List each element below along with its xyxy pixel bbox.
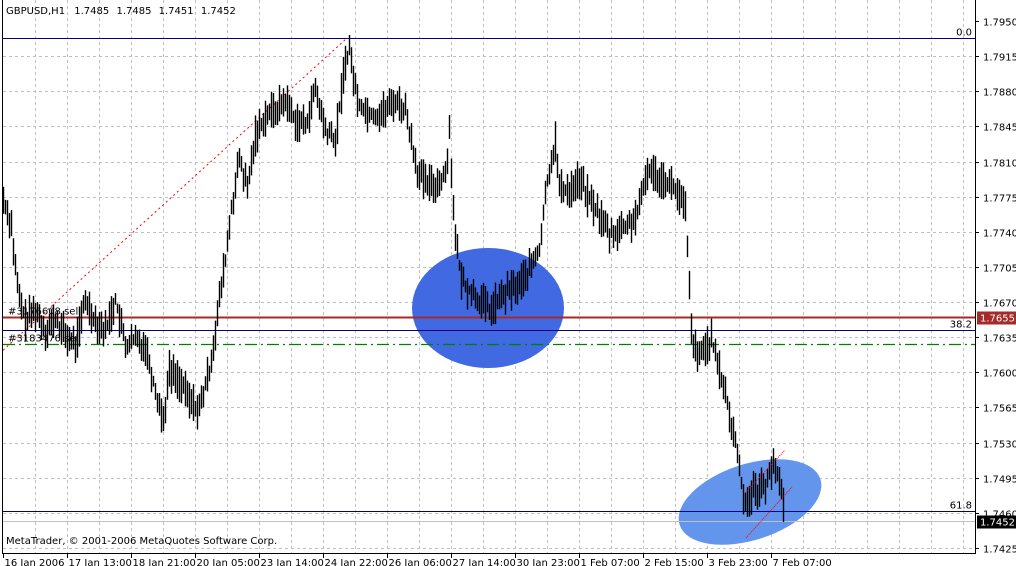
price-tick-label: 1.7460	[983, 510, 1016, 521]
price-tick-label: 1.7880	[983, 88, 1016, 99]
symbol-label: GBPUSD,H1	[6, 6, 65, 17]
price-tick-label: 1.7845	[983, 123, 1016, 134]
time-tick-label: 3 Feb 23:00	[709, 558, 768, 566]
grid	[3, 0, 975, 553]
channel-lines[interactable]	[743, 449, 793, 539]
price-tick-label: 1.7775	[983, 194, 1016, 205]
time-tick-label: 17 Jan 13:00	[69, 558, 132, 566]
fibo-level-label: 61.8	[950, 501, 972, 512]
close-value: 1.7452	[201, 6, 236, 17]
time-tick-label: 16 Jan 2006	[5, 558, 65, 566]
low-value: 1.7451	[159, 6, 194, 17]
channel-lower-line[interactable]	[745, 486, 793, 539]
order-label-1: #3176608 sell	[8, 307, 81, 318]
order-label-2: #3183476 sell	[8, 334, 81, 345]
time-tick-label: 30 Jan 23:00	[517, 558, 580, 566]
fibo-level-label: 0.0	[956, 28, 972, 39]
high-value: 1.7485	[116, 6, 151, 17]
price-tick-label: 1.7635	[983, 334, 1016, 345]
price-tick-label: 1.7810	[983, 159, 1016, 170]
price-tick-label: 1.7705	[983, 264, 1016, 275]
price-tick-label: 1.7600	[983, 369, 1016, 380]
time-tick-label: 27 Jan 14:00	[453, 558, 516, 566]
level-labels: 0.0 38.2 61.8 #3176608 sell #3183476 sell	[8, 28, 972, 512]
chart-header: GBPUSD,H1 1.7485 1.7485 1.7451 1.7452	[6, 6, 236, 17]
price-axis: 1.7950 1.7915 1.7880 1.7845 1.7810 1.7775 1.77…	[975, 18, 1016, 556]
time-tick-label: 2 Feb 15:00	[645, 558, 704, 566]
copyright-text: MetaTrader, © 2001-2006 MetaQuotes Softw…	[6, 536, 277, 547]
fibo-level-label: 38.2	[950, 320, 972, 331]
price-tick-label: 1.7740	[983, 229, 1016, 240]
price-tick-label: 1.7495	[983, 475, 1016, 486]
time-tick-label: 1 Feb 07:00	[581, 558, 640, 566]
time-tick-label: 7 Feb 07:00	[773, 558, 832, 566]
order-price-tag: 1.7655	[980, 314, 1015, 325]
open-value: 1.7485	[74, 6, 109, 17]
price-tick-label: 1.7670	[983, 299, 1016, 310]
time-tick-label: 18 Jan 21:00	[133, 558, 196, 566]
price-tick-label: 1.7915	[983, 53, 1016, 64]
price-tick-label: 1.7530	[983, 440, 1016, 451]
price-tick-label: 1.7425	[983, 545, 1016, 556]
time-tick-label: 23 Jan 14:00	[261, 558, 324, 566]
price-tick-label: 1.7950	[983, 18, 1016, 29]
price-bars	[2, 34, 785, 522]
time-tick-label: 24 Jan 22:00	[325, 558, 388, 566]
time-tick-label: 20 Jan 05:00	[197, 558, 260, 566]
time-axis: 16 Jan 2006 17 Jan 13:00 18 Jan 21:00 20 Ja…	[3, 553, 832, 566]
trend-line[interactable]	[2, 37, 348, 351]
price-tick-label: 1.7565	[983, 404, 1016, 415]
bid-price-tag-box	[977, 515, 1016, 529]
bid-price-tag: 1.7452	[980, 518, 1015, 529]
time-tick-label: 26 Jan 06:00	[389, 558, 452, 566]
channel-upper-line[interactable]	[743, 449, 786, 495]
order-price-tag-box	[977, 311, 1016, 325]
